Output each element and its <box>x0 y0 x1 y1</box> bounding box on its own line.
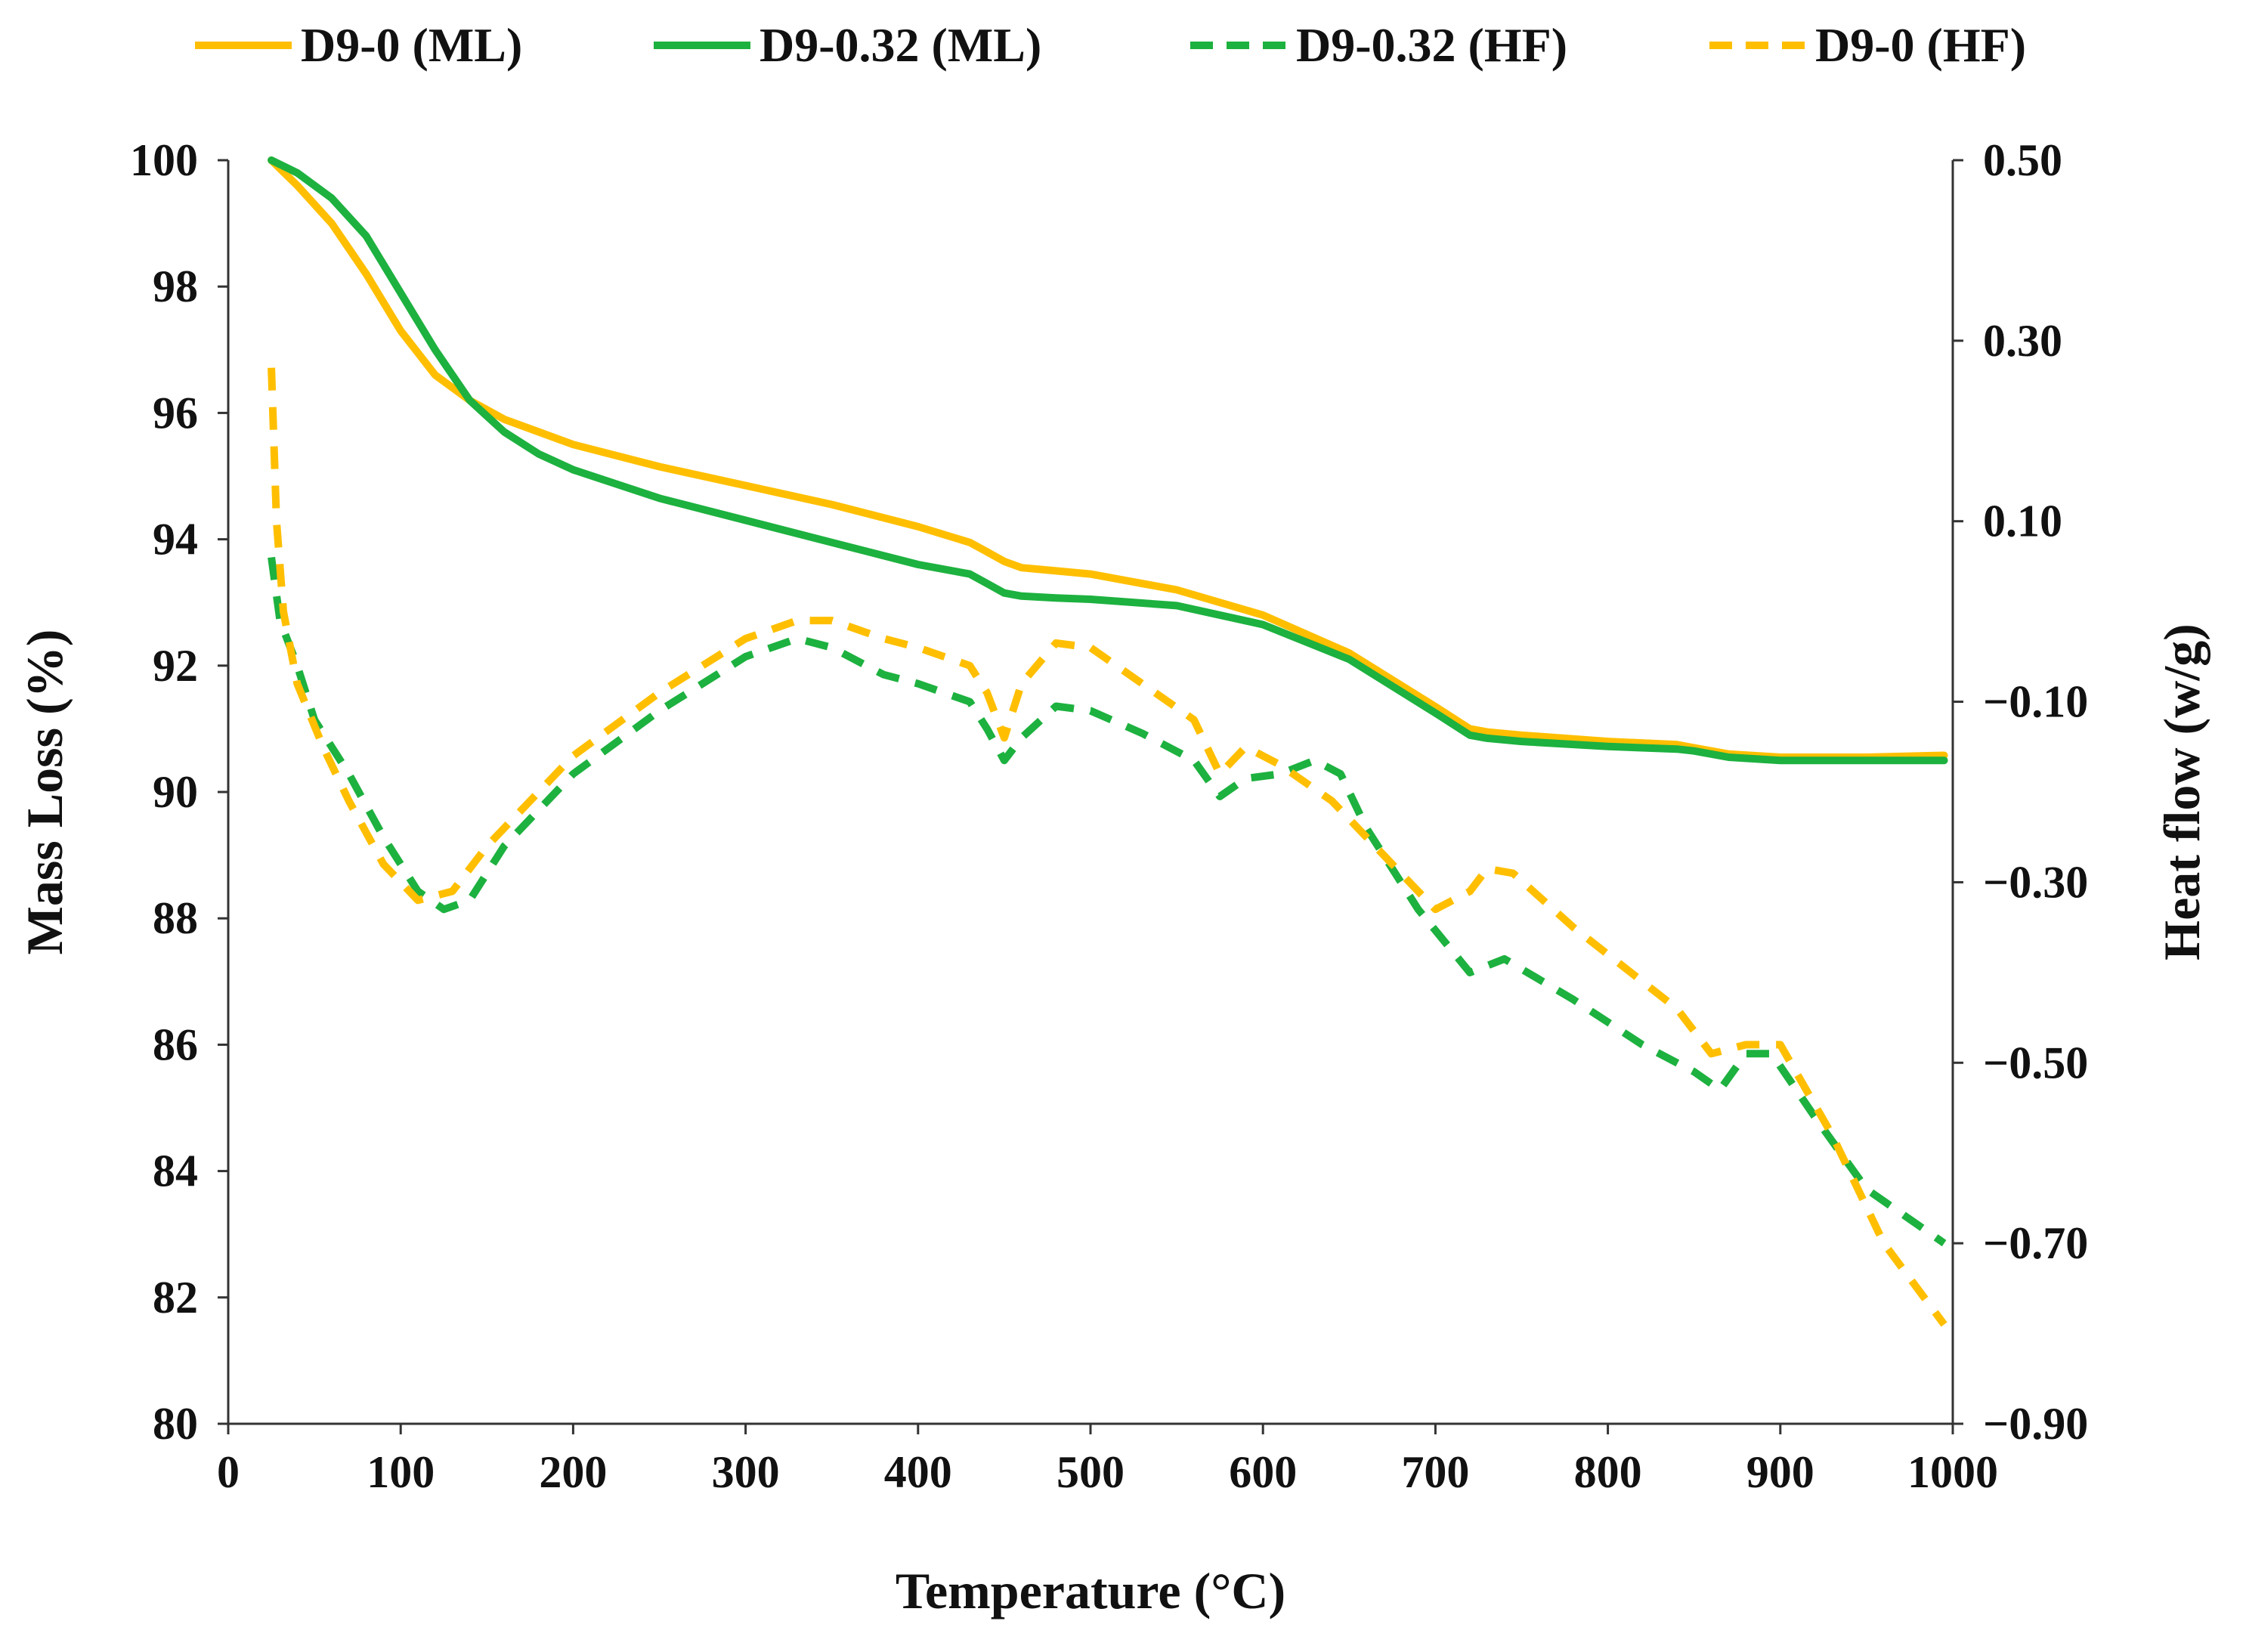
y2-tick-label: −0.30 <box>1983 857 2088 907</box>
y2-tick-label: −0.50 <box>1983 1038 2088 1087</box>
legend: D9-0 (ML) D9-0.32 (ML) D9-0.32 (HF) D9-0 (H… <box>195 18 2026 72</box>
x-tick-label: 300 <box>712 1447 780 1497</box>
series-layer <box>268 156 1948 1327</box>
y-tick-label: 82 <box>153 1273 198 1323</box>
x-tick-label: 900 <box>1746 1447 1814 1497</box>
series-line-d9-0-hf <box>268 367 1947 1327</box>
x-tick-label: 1000 <box>1907 1447 1998 1497</box>
legend-label: D9-0.32 (HF) <box>1296 18 1567 72</box>
legend-label: D9-0.32 (ML) <box>759 18 1041 72</box>
y-tick-label: 98 <box>153 261 198 311</box>
x-tick-label: 500 <box>1056 1447 1125 1497</box>
legend-label: D9-0 (ML) <box>301 18 522 72</box>
legend-item: D9-0.32 (ML) <box>654 18 1041 72</box>
x-tick-label: 200 <box>539 1447 607 1497</box>
series-line-d9-0-ml <box>268 156 1948 761</box>
y-tick-label: 96 <box>153 388 198 438</box>
y-tick-label: 84 <box>153 1146 198 1196</box>
y2-tick-label: −0.70 <box>1983 1218 2088 1268</box>
y2-tick-label: −0.90 <box>1983 1399 2088 1449</box>
y-tick-label: 80 <box>153 1399 198 1449</box>
y2-tick-label: −0.10 <box>1983 677 2088 727</box>
x-tick-label: 400 <box>884 1447 952 1497</box>
y-tick-label: 94 <box>153 515 198 565</box>
legend-label: D9-0 (HF) <box>1815 18 2026 72</box>
legend-item: D9-0.32 (HF) <box>1190 18 1567 72</box>
legend-item: D9-0 (HF) <box>1709 18 2026 72</box>
y-axis-title: Mass Loss (%) <box>16 630 73 955</box>
series-line-d9-0-32-hf <box>268 556 1947 1247</box>
y2-axis-title: Heat flow (w/g) <box>2153 623 2210 961</box>
axes: 0 100 200 300 400 500 600 700 800 900 1000 80 82 84 86… <box>130 135 2088 1497</box>
y-tick-label: 86 <box>153 1019 198 1069</box>
y-tick-label: 92 <box>153 641 198 691</box>
series-line-d9-0-32-ml <box>268 156 1948 765</box>
legend-item: D9-0 (ML) <box>195 18 522 72</box>
x-axis-title: Temperature (°C) <box>896 1562 1285 1620</box>
y-tick-label: 90 <box>153 767 198 817</box>
y-tick-label: 88 <box>153 893 198 943</box>
x-tick-label: 0 <box>217 1447 240 1497</box>
y-tick-label: 100 <box>130 135 198 185</box>
x-tick-label: 800 <box>1574 1447 1642 1497</box>
y2-tick-label: 0.30 <box>1983 316 2062 366</box>
x-tick-label: 600 <box>1229 1447 1297 1497</box>
x-tick-label: 100 <box>367 1447 435 1497</box>
x-tick-label: 700 <box>1401 1447 1469 1497</box>
y2-tick-label: 0.10 <box>1983 497 2062 546</box>
y2-tick-label: 0.50 <box>1983 135 2062 185</box>
